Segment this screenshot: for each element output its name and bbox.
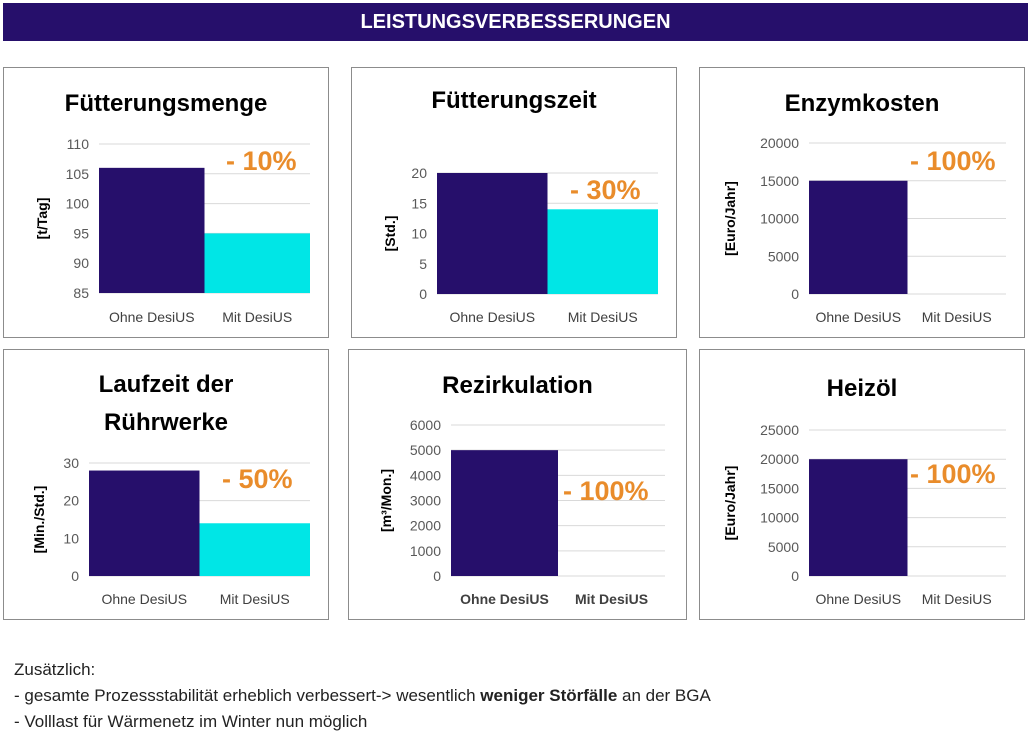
y-tick-label: 6000 <box>410 417 441 433</box>
y-tick-label: 0 <box>419 286 427 302</box>
x-category-label: Mit DesiUS <box>220 591 290 607</box>
y-tick-label: 10000 <box>760 211 799 227</box>
footer-line-1-bold: weniger Störfälle <box>480 686 618 705</box>
chart-panel-enzymkosten: Enzymkosten 0 5000 10000 15000 20000 [Euro/Jah… <box>699 67 1025 338</box>
x-category-label: Mit DesiUS <box>222 309 292 325</box>
chart-title-line: Rührwerke <box>104 409 228 436</box>
bar-ohne-desius <box>809 459 908 576</box>
y-tick-label: 110 <box>67 136 90 152</box>
y-tick-label: 0 <box>71 568 79 584</box>
chart-title: Fütterungszeit <box>431 87 596 114</box>
y-axis-label: [Min./Std.] <box>31 486 47 554</box>
percent-reduction-label: - 30% <box>570 175 641 205</box>
x-category-label: Mit DesiUS <box>922 309 992 325</box>
chart-panel-laufzeit-ruehrwerke: Laufzeit der Rührwerke 0 10 20 30 [Min./Std.] O… <box>3 349 329 620</box>
x-category-label: Ohne DesiUS <box>109 309 195 325</box>
page-title: LEISTUNGSVERBESSERUNGEN <box>3 3 1028 41</box>
y-tick-label: 10000 <box>760 510 799 526</box>
y-tick-label: 5000 <box>768 248 799 264</box>
chart-svg: Fütterungsmenge 85 90 95 100 105 110 [t/Tag] Ohn… <box>34 90 310 325</box>
x-category-label: Mit DesiUS <box>922 591 992 607</box>
y-tick-label: 90 <box>73 255 89 271</box>
y-axis-label: [Std.] <box>382 216 398 252</box>
chart-svg: Fütterungszeit 0 5 10 15 20 [Std.] Ohne DesiUS M… <box>382 87 658 325</box>
y-tick-label: 5000 <box>410 442 441 458</box>
y-tick-label: 95 <box>73 225 89 241</box>
x-category-label: Mit DesiUS <box>568 309 638 325</box>
bar-ohne-desius <box>437 173 548 294</box>
footer-line-1: - gesamte Prozessstabilität erheblich ve… <box>14 683 711 709</box>
chart-title: Enzymkosten <box>785 90 940 117</box>
chart-panel-fuetterungszeit: Fütterungszeit 0 5 10 15 20 [Std.] Ohne DesiUS M… <box>351 67 677 338</box>
bar-ohne-desius <box>451 450 558 576</box>
y-tick-label: 15000 <box>760 480 799 496</box>
percent-reduction-label: - 100% <box>563 476 649 506</box>
y-tick-label: 20000 <box>760 135 799 151</box>
footer-heading: Zusätzlich: <box>14 660 96 679</box>
footer-line-1-pre: - gesamte Prozessstabilität erheblich ve… <box>14 686 481 705</box>
percent-reduction-label: - 100% <box>910 146 996 176</box>
y-tick-label: 10 <box>63 530 79 546</box>
y-tick-label: 20000 <box>760 451 799 467</box>
footer-line-1-post: an der BGA <box>617 686 711 705</box>
y-tick-label: 1000 <box>410 543 441 559</box>
y-tick-label: 100 <box>66 196 90 212</box>
y-tick-label: 85 <box>73 285 89 301</box>
chart-title: Rezirkulation <box>442 372 593 399</box>
x-category-label: Mit DesiUS <box>575 591 648 607</box>
chart-panel-heizoel: Heizöl 0 5000 10000 15000 20000 25000 [Euro/Jah… <box>699 349 1025 620</box>
y-tick-label: 2000 <box>410 518 441 534</box>
y-tick-label: 5000 <box>768 539 799 555</box>
x-category-label: Ohne DesiUS <box>101 591 187 607</box>
y-tick-label: 5 <box>419 256 427 272</box>
y-axis-label: [Euro/Jahr] <box>722 466 738 541</box>
y-axis-label: [Euro/Jahr] <box>722 181 738 256</box>
chart-panel-rezirkulation: Rezirkulation 0 1000 2000 3000 4000 5000 6000 [m… <box>348 349 687 620</box>
bar-ohne-desius <box>89 470 200 576</box>
x-category-label: Ohne DesiUS <box>815 591 901 607</box>
percent-reduction-label: - 100% <box>910 459 996 489</box>
bar-ohne-desius <box>99 167 205 293</box>
bar-mit-desius <box>204 233 310 293</box>
y-tick-label: 4000 <box>410 467 441 483</box>
chart-svg: Heizöl 0 5000 10000 15000 20000 25000 [Euro/Jah… <box>722 375 1006 607</box>
y-tick-label: 0 <box>791 286 799 302</box>
chart-svg: Rezirkulation 0 1000 2000 3000 4000 5000 6000 [m… <box>378 372 665 607</box>
y-tick-label: 30 <box>63 455 79 471</box>
bar-ohne-desius <box>809 180 908 294</box>
chart-title: Heizöl <box>827 375 898 402</box>
y-axis-label: [m³/Mon.] <box>378 469 394 532</box>
footer-line-2: - Volllast für Wärmenetz im Winter nun m… <box>14 712 368 731</box>
x-category-label: Ohne DesiUS <box>460 591 549 607</box>
y-tick-label: 20 <box>411 165 427 181</box>
chart-title-line: Laufzeit der <box>99 371 234 398</box>
x-category-label: Ohne DesiUS <box>449 309 535 325</box>
y-tick-label: 105 <box>66 166 90 182</box>
x-category-label: Ohne DesiUS <box>815 309 901 325</box>
bar-mit-desius <box>547 209 658 294</box>
footer-notes: Zusätzlich: - gesamte Prozessstabilität … <box>14 657 711 735</box>
y-tick-label: 3000 <box>410 493 441 509</box>
percent-reduction-label: - 50% <box>222 464 293 494</box>
y-tick-label: 15 <box>411 195 427 211</box>
chart-svg: Laufzeit der Rührwerke 0 10 20 30 [Min./Std.] O… <box>31 371 310 607</box>
chart-panel-fuetterungsmenge: Fütterungsmenge 85 90 95 100 105 110 [t/Tag] Ohn… <box>3 67 329 338</box>
y-tick-label: 25000 <box>760 422 799 438</box>
chart-title: Fütterungsmenge <box>65 90 268 117</box>
y-tick-label: 20 <box>63 493 79 509</box>
bar-mit-desius <box>199 523 310 576</box>
y-tick-label: 15000 <box>760 173 799 189</box>
y-axis-label: [t/Tag] <box>34 198 50 240</box>
percent-reduction-label: - 10% <box>226 146 297 176</box>
chart-svg: Enzymkosten 0 5000 10000 15000 20000 [Euro/Jah… <box>722 90 1006 325</box>
y-tick-label: 0 <box>433 568 441 584</box>
y-tick-label: 10 <box>411 226 427 242</box>
y-tick-label: 0 <box>791 568 799 584</box>
